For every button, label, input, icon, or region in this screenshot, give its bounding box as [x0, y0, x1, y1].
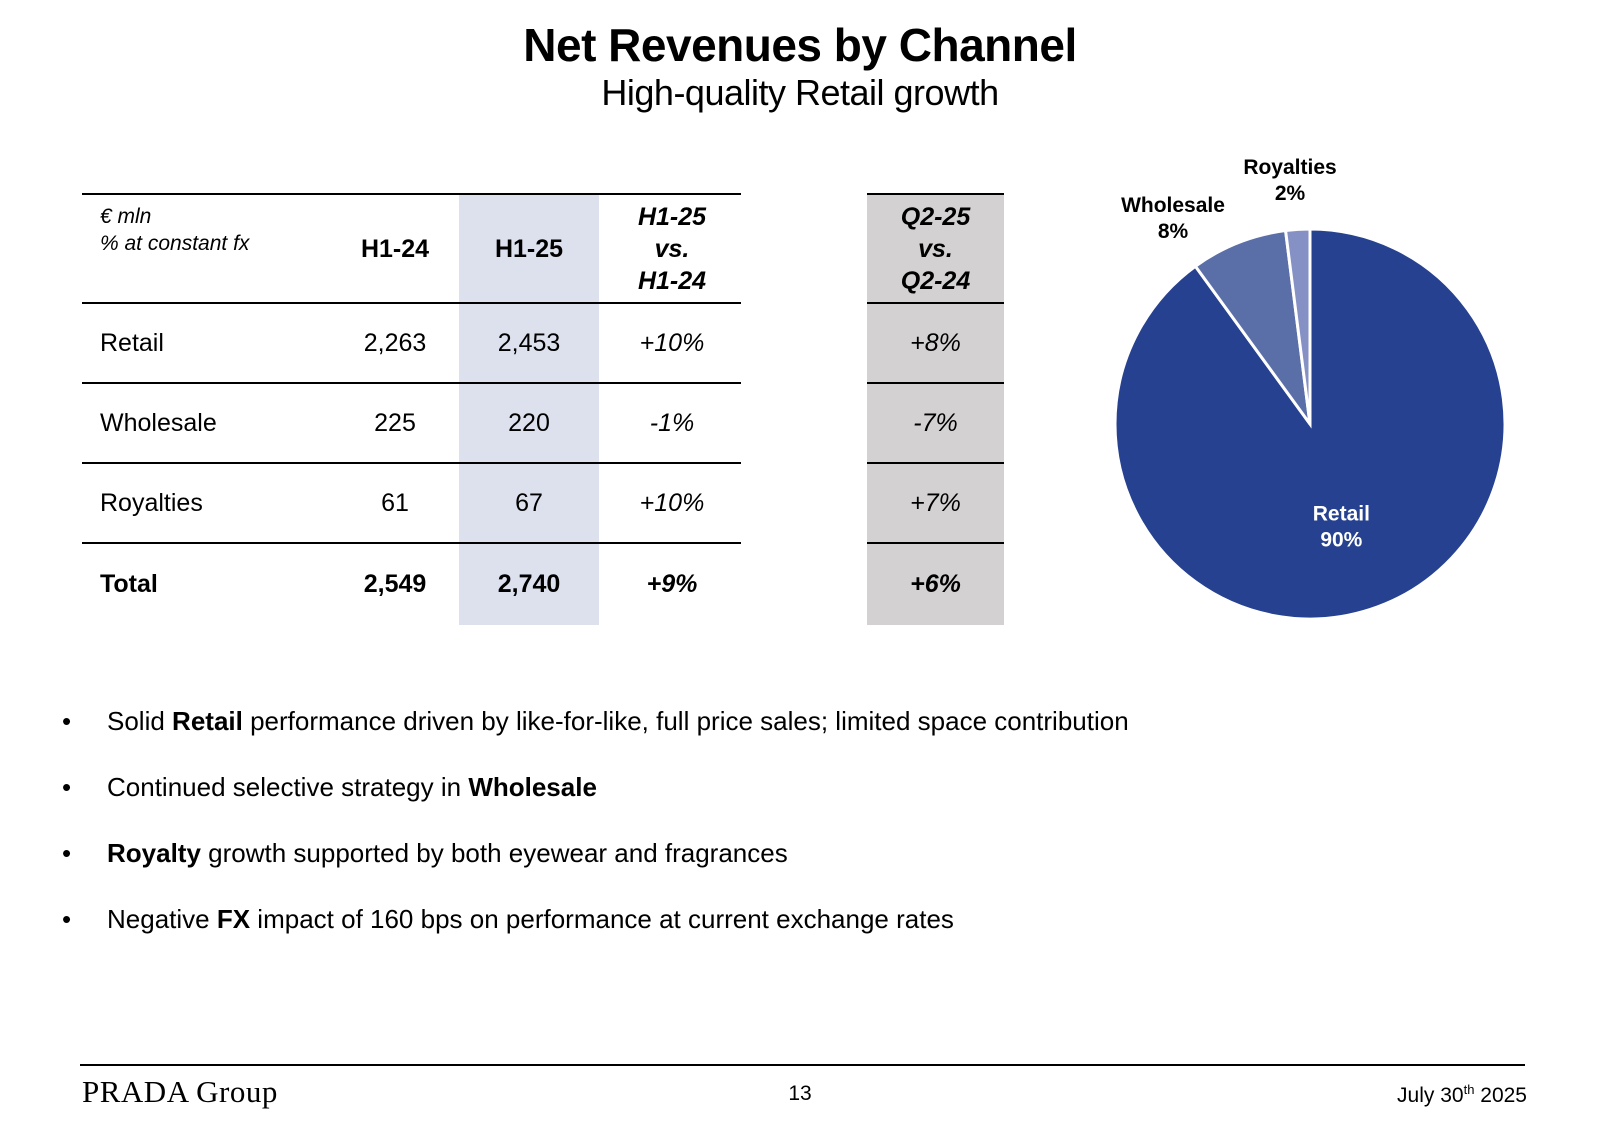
col-header-q2-line: Q2-25	[900, 203, 971, 231]
cell-wholesale-q2: -7%	[913, 409, 958, 437]
col-header-change: H1-25 vs. H1-24	[602, 201, 742, 297]
pie-value-royalties: 2%	[1275, 182, 1306, 205]
table-units: € mln % at constant fx	[100, 203, 249, 257]
bullet-text: Continued selective strategy in	[107, 772, 469, 802]
bullet-dot: •	[62, 706, 72, 736]
cell-retail-h125: 2,453	[497, 329, 561, 357]
q2-row-rule	[867, 462, 1004, 464]
cell-retail-change: +10%	[639, 329, 705, 357]
bullet-text: performance driven by like-for-like, ful…	[242, 706, 1129, 736]
header-bottom-rule	[82, 302, 741, 304]
bullet-text: Negative	[107, 904, 217, 934]
pie-label-retail: Retail	[1313, 502, 1370, 525]
q2-header-bottom-rule	[867, 302, 1004, 304]
date-year: 2025	[1474, 1084, 1527, 1107]
q2-row-rule	[867, 382, 1004, 384]
bullet-dot: •	[62, 772, 72, 802]
bullet-emphasis: Wholesale	[468, 772, 597, 802]
bullet-emphasis: FX	[216, 904, 251, 934]
pie-label-wholesale: Wholesale	[1121, 194, 1225, 217]
cell-total-q2: +6%	[910, 570, 961, 598]
row-label-wholesale: Wholesale	[100, 409, 217, 437]
cell-royalties-q2: +7%	[910, 489, 961, 517]
row-rule	[82, 542, 741, 544]
bullet-text: Solid	[107, 706, 173, 736]
page-subtitle: High-quality Retail growth	[601, 72, 999, 113]
col-header-change-line: H1-24	[637, 267, 707, 295]
cell-total-h125: 2,740	[497, 570, 561, 598]
col-header-change-line: vs.	[654, 235, 690, 263]
col-header-change-line: H1-25	[637, 203, 707, 231]
page-title: Net Revenues by Channel	[523, 19, 1077, 71]
row-rule	[82, 382, 741, 384]
table-top-rule	[82, 193, 741, 195]
units-currency: € mln	[100, 205, 152, 228]
col-header-q2-line: vs.	[918, 235, 953, 263]
cell-royalties-h124: 61	[381, 489, 409, 517]
presentation-date: July 30th 2025	[1397, 1082, 1527, 1108]
row-label-royalties: Royalties	[100, 489, 203, 517]
col-header-h124: H1-24	[360, 235, 430, 263]
row-label-total: Total	[100, 570, 158, 598]
date-text: July 30	[1397, 1084, 1464, 1107]
cell-royalties-change: +10%	[639, 489, 705, 517]
row-label-retail: Retail	[100, 329, 164, 357]
cell-royalties-h125: 67	[515, 489, 543, 517]
bullet-text: impact of 160 bps on performance at curr…	[250, 904, 954, 934]
channel-pie-chart: Retail 90% Wholesale 8% Royalties 2%	[1113, 156, 1507, 621]
cell-retail-q2: +8%	[910, 329, 961, 357]
cell-wholesale-change: -1%	[649, 409, 695, 437]
pie-slice-royalties	[1283, 227, 1312, 425]
pie-value-wholesale: 8%	[1158, 220, 1189, 243]
cell-total-change: +9%	[646, 570, 698, 598]
q2-top-rule	[867, 193, 1004, 195]
row-rule	[82, 462, 741, 464]
col-header-q2: Q2-25 vs. Q2-24	[867, 201, 1004, 297]
footer-rule	[80, 1064, 1525, 1066]
bullet-dot: •	[62, 838, 72, 868]
cell-retail-h124: 2,263	[363, 329, 427, 357]
pie-slice-wholesale	[1193, 228, 1312, 425]
bullet-emphasis: Royalty	[107, 838, 201, 868]
bullet-text: growth supported by both eyewear and fra…	[200, 838, 788, 868]
col-header-q2-line: Q2-24	[900, 267, 971, 295]
q2-column-shading	[867, 193, 1004, 625]
units-fx-note: % at constant fx	[100, 232, 250, 255]
col-header-h125: H1-25	[494, 235, 564, 263]
company-logo: PRADA Group	[82, 1074, 278, 1109]
bullet-emphasis: Retail	[172, 706, 243, 736]
pie-label-royalties: Royalties	[1243, 156, 1336, 179]
h125-column-shading	[459, 193, 599, 625]
page-number: 13	[788, 1082, 812, 1105]
pie-value-retail: 90%	[1320, 528, 1362, 551]
cell-wholesale-h124: 225	[374, 409, 416, 437]
bullet-dot: •	[62, 904, 72, 934]
cell-total-h124: 2,549	[363, 570, 427, 598]
cell-wholesale-h125: 220	[508, 409, 550, 437]
q2-row-rule	[867, 542, 1004, 544]
date-ordinal: th	[1463, 1082, 1475, 1097]
